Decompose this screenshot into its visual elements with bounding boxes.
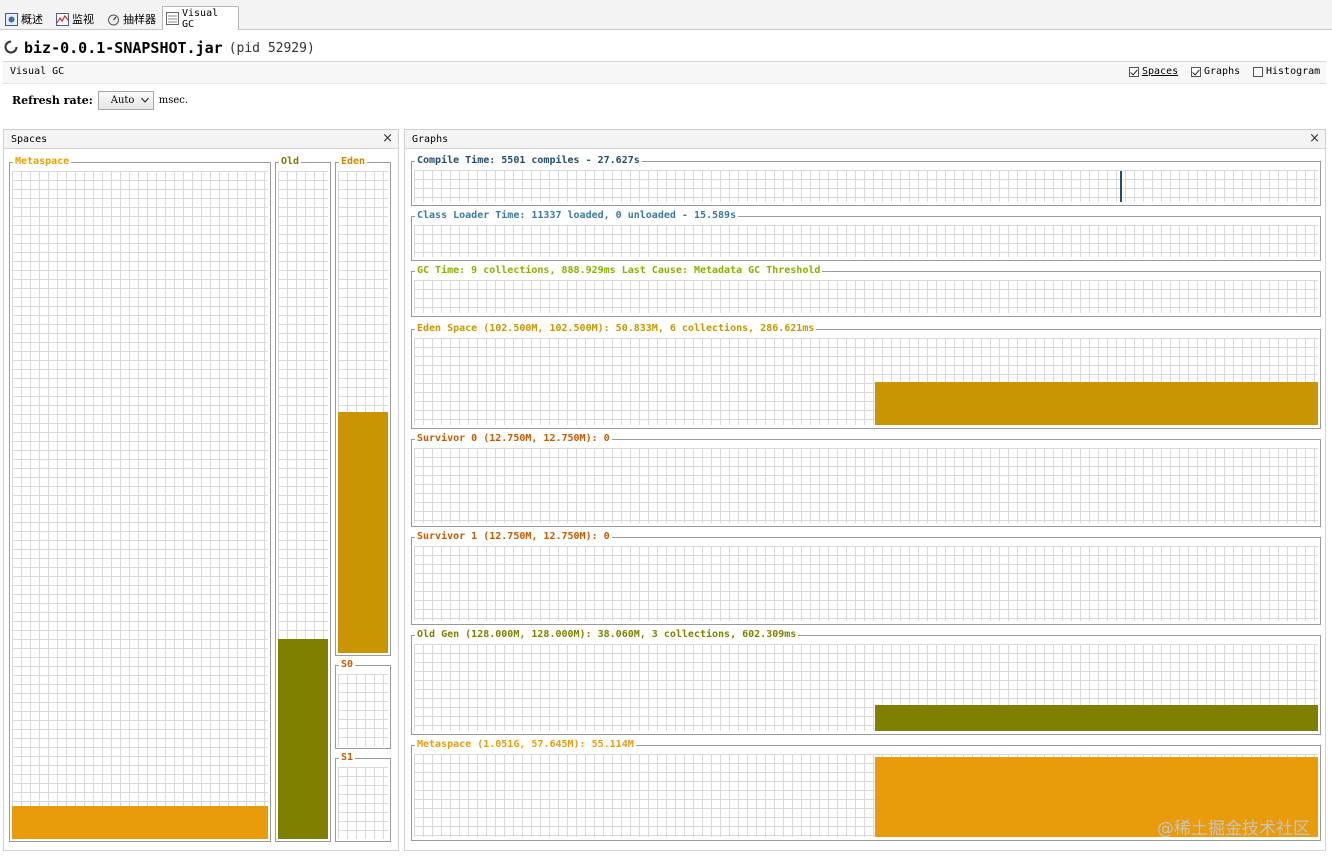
spaces-checkbox-label: Spaces [1142, 66, 1179, 77]
graph-survivor-0-label: Survivor 0 (12.750M, 12.750M): 0 [415, 433, 612, 445]
graph-survivor-1-plot [414, 546, 1318, 621]
graph-eden-space-fill [875, 381, 1318, 425]
histogram-checkbox-label: Histogram [1266, 66, 1321, 77]
refresh-rate-select[interactable]: Auto [97, 91, 154, 110]
space-s0: S0 [335, 659, 391, 749]
space-s1: S1 [335, 752, 391, 842]
graph-metaspace-label: Metaspace (1.051G, 57.645M): 55.114M [415, 739, 636, 751]
graph-survivor-1-label: Survivor 1 (12.750M, 12.750M): 0 [415, 531, 612, 543]
refresh-rate-row: Refresh rate: Auto msec. [12, 91, 188, 110]
monitor-icon [56, 12, 69, 26]
graph-metaspace: Metaspace (1.051G, 57.645M): 55.114M [411, 739, 1321, 841]
graphs-checkbox-label: Graphs [1204, 66, 1241, 77]
space-eden-grid [338, 171, 388, 653]
histogram-checkbox[interactable]: Histogram [1253, 66, 1320, 77]
tab-visual-gc-label: Visual GC [182, 7, 219, 30]
graph-survivor-1: Survivor 1 (12.750M, 12.750M): 0 [411, 531, 1321, 625]
graph-gc-time-label: GC Time: 9 collections, 888.929ms Last C… [415, 265, 823, 277]
close-icon[interactable]: × [1309, 131, 1320, 146]
space-s0-label: S0 [339, 659, 356, 671]
graph-survivor-0: Survivor 0 (12.750M, 12.750M): 0 [411, 433, 1321, 527]
graph-old-gen: Old Gen (128.000M, 128.000M): 38.060M, 3… [411, 629, 1321, 735]
graph-compile-time-label: Compile Time: 5501 compiles - 27.627s [415, 155, 642, 167]
checkbox-checked-icon [1129, 66, 1139, 77]
refresh-rate-label: Refresh rate: [12, 94, 93, 107]
checkbox-checked-icon [1191, 66, 1201, 77]
app-title: biz-0.0.1-SNAPSHOT.jar (pid 52929) [4, 36, 315, 60]
space-eden: Eden [335, 156, 391, 656]
graph-eden-space: Eden Space (102.500M, 102.500M): 50.833M… [411, 323, 1321, 429]
close-icon[interactable]: × [382, 131, 393, 146]
space-old-fill [278, 638, 328, 839]
tab-monitor-label: 监视 [72, 13, 94, 26]
graph-metaspace-plot [414, 754, 1318, 837]
graph-compile-time-plot [414, 170, 1318, 202]
space-s1-label: S1 [339, 752, 356, 764]
view-label: Visual GC [10, 66, 65, 77]
tab-overview-label: 概述 [21, 13, 43, 26]
refresh-spinner-icon [4, 40, 18, 57]
tab-visual-gc[interactable]: Visual GC [162, 6, 239, 30]
app-pid: (pid 52929) [228, 40, 315, 56]
space-s1-grid [338, 767, 388, 839]
tab-strip-divider [0, 29, 1332, 30]
visual-gc-icon [166, 12, 179, 25]
graph-class-loader-time: Class Loader Time: 11337 loaded, 0 unloa… [411, 210, 1321, 261]
graph-gc-time-plot [414, 280, 1318, 313]
tab-overview[interactable]: 概述 [2, 9, 46, 29]
graphs-panel-header: Graphs × [404, 129, 1326, 149]
refresh-rate-unit: msec. [158, 95, 189, 106]
space-old-grid [278, 171, 328, 839]
space-metaspace-fill [12, 805, 268, 839]
tab-monitor[interactable]: 监视 [53, 9, 97, 29]
app-name: biz-0.0.1-SNAPSHOT.jar [24, 39, 223, 57]
overview-icon [5, 12, 18, 26]
sampler-icon [107, 13, 120, 26]
spaces-panel-title: Spaces [11, 134, 48, 145]
space-old-label: Old [279, 156, 302, 168]
spaces-panel-header: Spaces × [3, 129, 399, 149]
graphs-panel-title: Graphs [412, 134, 449, 145]
graph-old-gen-label: Old Gen (128.000M, 128.000M): 38.060M, 3… [415, 629, 799, 641]
checkbox-unchecked-icon [1253, 66, 1263, 77]
tab-sampler[interactable]: 抽样器 [104, 9, 159, 29]
graph-eden-space-plot [414, 338, 1318, 425]
graph-gc-time: GC Time: 9 collections, 888.929ms Last C… [411, 265, 1321, 317]
graph-eden-space-label: Eden Space (102.500M, 102.500M): 50.833M… [415, 323, 817, 335]
space-eden-label: Eden [339, 156, 368, 168]
space-metaspace-grid [12, 171, 268, 839]
space-old: Old [275, 156, 331, 842]
graph-compile-time: Compile Time: 5501 compiles - 27.627s [411, 155, 1321, 206]
refresh-rate-value: Auto [110, 95, 135, 106]
graph-class-loader-time-plot [414, 225, 1318, 257]
watermark: @稀土掘金技术社区 [1157, 819, 1310, 839]
view-header: Visual GC [3, 61, 1326, 84]
space-metaspace: Metaspace [9, 156, 271, 842]
compile-activity-spike [1120, 171, 1122, 202]
graph-class-loader-time-label: Class Loader Time: 11337 loaded, 0 unloa… [415, 210, 739, 222]
spaces-checkbox[interactable]: Spaces [1129, 66, 1178, 77]
chevron-down-icon [140, 95, 149, 106]
space-s0-grid [338, 674, 388, 746]
space-eden-fill [338, 412, 388, 653]
space-metaspace-label: Metaspace [13, 156, 72, 168]
graph-old-gen-plot [414, 644, 1318, 731]
tab-sampler-label: 抽样器 [123, 13, 156, 26]
graphs-checkbox[interactable]: Graphs [1191, 66, 1240, 77]
graph-old-gen-fill [875, 704, 1318, 731]
graph-survivor-0-plot [414, 448, 1318, 523]
graph-metaspace-fill [875, 757, 1318, 837]
